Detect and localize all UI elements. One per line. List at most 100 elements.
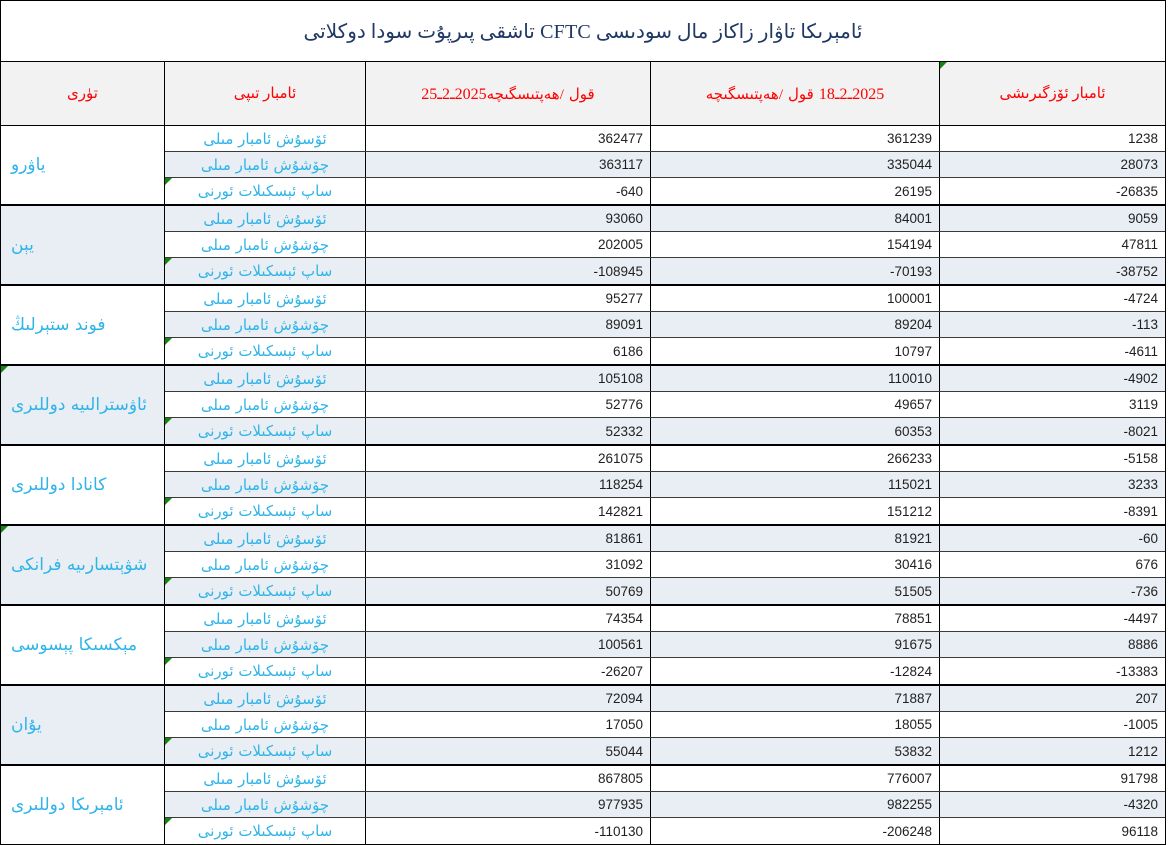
value-cell-prev-week[interactable]: 51505: [651, 578, 940, 604]
value-cell-change[interactable]: 676: [1135, 557, 1158, 572]
value-cell-change[interactable]: 3119: [1128, 397, 1158, 412]
value-cell-prev-week[interactable]: 81921: [651, 526, 940, 551]
value-cell-prev-week[interactable]: 71887: [651, 686, 940, 711]
category-cell[interactable]: شۋېتسارىيە فرانكى: [1, 526, 165, 604]
value-cell-change[interactable]: -8021: [940, 418, 1165, 444]
value-cell-current-week[interactable]: 142821: [366, 498, 651, 524]
value-cell-prev-week[interactable]: 49657: [651, 392, 940, 417]
value-cell-prev-week[interactable]: -12824: [651, 658, 940, 684]
value-cell-change[interactable]: 1212: [940, 738, 1165, 764]
value-cell-prev-week[interactable]: -70193: [651, 258, 940, 284]
position-type-cell[interactable]: ئۆسۇش ئامبار مىلى: [165, 606, 366, 631]
position-type-cell[interactable]: ئۆسۇش ئامبار مىلى: [165, 366, 366, 391]
value-cell-change[interactable]: -113: [940, 312, 1165, 337]
report-title-cell[interactable]: ئامېرىكا تاۋار زاكاز مال سودىسى CFTC تاش…: [1, 1, 1165, 62]
value-cell-prev-week[interactable]: 78851: [651, 606, 940, 631]
position-type-cell[interactable]: ساپ ئېسكىلات ئورنى: [165, 338, 366, 364]
position-type-cell[interactable]: ساپ ئېسكىلات ئورنى: [165, 418, 366, 444]
position-type-cell[interactable]: چۆشۇش ئامبار مىلى: [165, 392, 366, 417]
value-cell-change[interactable]: -736: [940, 578, 1165, 604]
value-cell-change[interactable]: -13383: [1115, 663, 1158, 679]
value-cell-current-week[interactable]: 93060: [366, 206, 651, 231]
value-cell-current-week[interactable]: 89091: [366, 312, 651, 337]
value-cell-current-week[interactable]: 100561: [366, 632, 651, 657]
position-type-cell[interactable]: ئۆسۇش ئامبار مىلى: [165, 126, 366, 151]
value-cell-change[interactable]: -5158: [1123, 451, 1158, 466]
value-cell-change[interactable]: -4497: [1123, 611, 1158, 626]
position-type-cell[interactable]: ساپ ئېسكىلات ئورنى: [165, 738, 366, 764]
value-cell-current-week[interactable]: -26207: [366, 658, 651, 684]
value-cell-current-week[interactable]: 95277: [366, 286, 651, 311]
position-type-cell[interactable]: ساپ ئېسكىلات ئورنى: [165, 258, 366, 284]
value-cell-prev-week[interactable]: 154194: [651, 232, 940, 257]
category-cell[interactable]: كانادا دوللىرى: [1, 446, 165, 524]
value-cell-current-week[interactable]: 867805: [366, 766, 651, 791]
value-cell-current-week[interactable]: -640: [366, 178, 651, 204]
value-cell-prev-week[interactable]: 100001: [651, 286, 940, 311]
position-type-cell[interactable]: ئۆسۇش ئامبار مىلى: [165, 526, 366, 551]
header-col-week-prev[interactable]: ھەپتىسگىچە / قول 18ـ2ـ2025: [651, 62, 940, 125]
value-cell-current-week[interactable]: 105108: [366, 366, 651, 391]
header-col-type[interactable]: تۈرى: [1, 62, 165, 125]
category-cell[interactable]: ياۋرو: [1, 126, 165, 204]
value-cell-change[interactable]: 1238: [1127, 131, 1158, 146]
value-cell-current-week[interactable]: 52332: [366, 418, 651, 444]
position-type-cell[interactable]: ئۆسۇش ئامبار مىلى: [165, 766, 366, 791]
value-cell-change[interactable]: -4611: [1124, 343, 1158, 359]
position-type-cell[interactable]: چۆشۇش ئامبار مىلى: [165, 152, 366, 177]
position-type-cell[interactable]: ئۆسۇش ئامبار مىلى: [165, 206, 366, 231]
value-cell-current-week[interactable]: 261075: [366, 446, 651, 471]
header-col-week-current[interactable]: 25ـ2ـ2025 ھەپتىسگىچە / قول: [366, 62, 651, 125]
value-cell-prev-week[interactable]: 53832: [651, 738, 940, 764]
value-cell-prev-week[interactable]: 60353: [651, 418, 940, 444]
value-cell-current-week[interactable]: 52776: [366, 392, 651, 417]
value-cell-current-week[interactable]: 31092: [366, 552, 651, 577]
position-type-cell[interactable]: چۆشۇش ئامبار مىلى: [165, 312, 366, 337]
value-cell-change[interactable]: -38752: [940, 258, 1165, 284]
category-cell[interactable]: ئامېرىكا دوللىرى: [1, 766, 165, 844]
value-cell-prev-week[interactable]: 335044: [651, 152, 940, 177]
value-cell-prev-week[interactable]: 18055: [651, 712, 940, 737]
category-cell[interactable]: يۇان: [1, 686, 165, 764]
value-cell-prev-week[interactable]: 115021: [651, 472, 940, 497]
value-cell-current-week[interactable]: 362477: [366, 126, 651, 151]
value-cell-current-week[interactable]: 50769: [366, 578, 651, 604]
value-cell-current-week[interactable]: 55044: [366, 738, 651, 764]
value-cell-current-week[interactable]: -110130: [366, 818, 651, 844]
value-cell-change[interactable]: -1005: [1123, 717, 1158, 732]
position-type-cell[interactable]: ساپ ئېسكىلات ئورنى: [165, 818, 366, 844]
value-cell-current-week[interactable]: 363117: [366, 152, 651, 177]
value-cell-prev-week[interactable]: 110010: [651, 366, 940, 391]
value-cell-current-week[interactable]: 17050: [366, 712, 651, 737]
position-type-cell[interactable]: چۆشۇش ئامبار مىلى: [165, 552, 366, 577]
value-cell-prev-week[interactable]: 361239: [651, 126, 940, 151]
value-cell-current-week[interactable]: -108945: [366, 258, 651, 284]
value-cell-prev-week[interactable]: -206248: [651, 818, 940, 844]
value-cell-change[interactable]: 96118: [1121, 823, 1158, 839]
value-cell-prev-week[interactable]: 30416: [651, 552, 940, 577]
value-cell-prev-week[interactable]: 89204: [651, 312, 940, 337]
value-cell-current-week[interactable]: 977935: [366, 792, 651, 817]
position-type-cell[interactable]: ئۆسۇش ئامبار مىلى: [165, 286, 366, 311]
value-cell-change[interactable]: 9059: [940, 206, 1165, 231]
position-type-cell[interactable]: چۆشۇش ئامبار مىلى: [165, 792, 366, 817]
value-cell-change[interactable]: -4902: [940, 366, 1165, 391]
value-cell-prev-week[interactable]: 982255: [651, 792, 940, 817]
value-cell-change[interactable]: 8886: [940, 632, 1165, 657]
position-type-cell[interactable]: ساپ ئېسكىلات ئورنى: [165, 498, 366, 524]
position-type-cell[interactable]: ساپ ئېسكىلات ئورنى: [165, 178, 366, 204]
value-cell-change[interactable]: 28073: [940, 152, 1165, 177]
position-type-cell[interactable]: چۆشۇش ئامبار مىلى: [165, 472, 366, 497]
header-col-position-type[interactable]: ئامبار تىپى: [165, 62, 366, 125]
header-col-change[interactable]: ئامبار ئۆزگىرىشى: [940, 62, 1165, 125]
value-cell-prev-week[interactable]: 10797: [651, 338, 940, 364]
value-cell-prev-week[interactable]: 776007: [651, 766, 940, 791]
value-cell-change[interactable]: -8391: [1123, 503, 1158, 519]
position-type-cell[interactable]: چۆشۇش ئامبار مىلى: [165, 632, 366, 657]
position-type-cell[interactable]: ساپ ئېسكىلات ئورنى: [165, 578, 366, 604]
position-type-cell[interactable]: ئۆسۇش ئامبار مىلى: [165, 686, 366, 711]
value-cell-prev-week[interactable]: 26195: [651, 178, 940, 204]
value-cell-change[interactable]: 207: [940, 686, 1165, 711]
category-cell[interactable]: مېكسىكا پېسوسى: [1, 606, 165, 684]
position-type-cell[interactable]: ساپ ئېسكىلات ئورنى: [165, 658, 366, 684]
